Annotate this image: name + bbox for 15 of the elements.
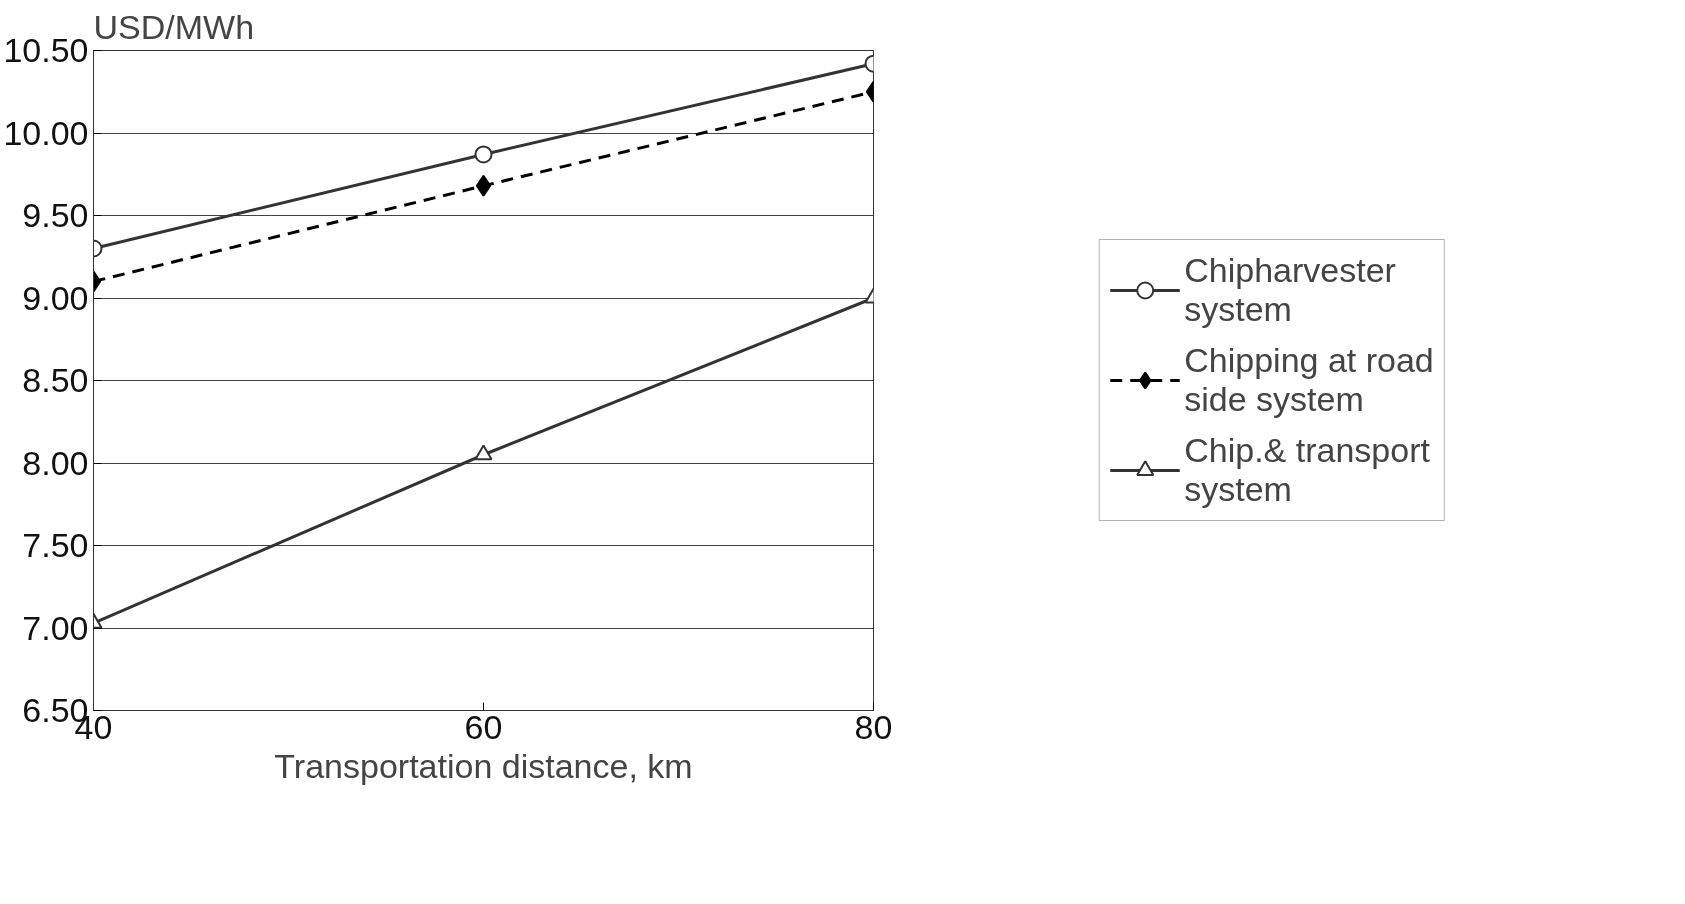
y-tick-label: 10.00 bbox=[3, 113, 89, 152]
y-tick-label: 7.00 bbox=[22, 608, 89, 647]
legend-label: Chipping at road side system bbox=[1184, 340, 1434, 420]
legend-label: Chip.& transport system bbox=[1184, 430, 1430, 510]
y-tick-label: 9.50 bbox=[22, 196, 89, 234]
x-tick-label: 60 bbox=[464, 707, 503, 746]
y-tick-label: 9.00 bbox=[22, 278, 89, 317]
y-tick-label: 7.50 bbox=[22, 526, 89, 564]
legend-label: Chipharvester system bbox=[1184, 250, 1396, 330]
y-tick-label: 10.50 bbox=[3, 31, 89, 69]
y-tick-label: 8.00 bbox=[22, 443, 89, 482]
y-axis-title: USD/MWh bbox=[93, 7, 255, 46]
y-tick-label: 8.50 bbox=[22, 361, 89, 399]
x-axis-title: Transportation distance, km bbox=[274, 746, 693, 785]
x-tick-label: 80 bbox=[854, 707, 893, 746]
